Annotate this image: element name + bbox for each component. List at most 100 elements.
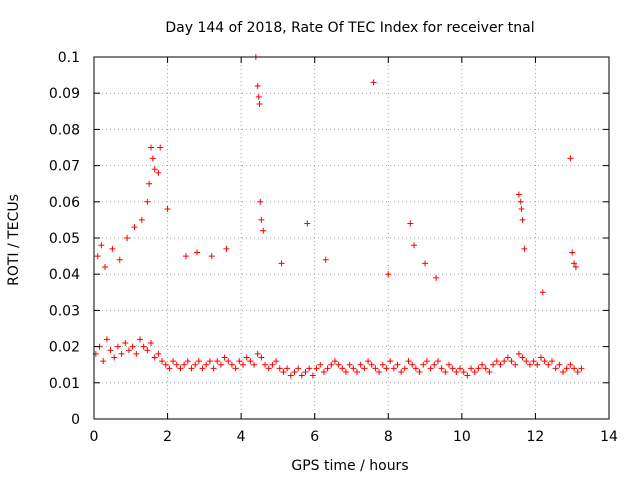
data-point (493, 358, 500, 365)
data-point (256, 101, 263, 108)
data-point (302, 368, 309, 375)
data-point (411, 242, 418, 249)
data-point (468, 365, 475, 372)
y-tick-label: 0.02 (49, 340, 80, 356)
data-point (471, 368, 478, 375)
data-point (177, 365, 184, 372)
x-tick-label: 12 (527, 429, 545, 445)
data-point (239, 361, 246, 368)
data-point (405, 358, 412, 365)
data-point (98, 242, 105, 249)
data-point (131, 224, 138, 231)
data-point (368, 361, 375, 368)
data-point (107, 347, 114, 354)
x-tick-label: 8 (384, 429, 393, 445)
y-tick-label: 0.03 (49, 303, 80, 319)
data-point (291, 368, 298, 375)
data-point (124, 235, 131, 241)
data-point (390, 365, 397, 372)
data-point (372, 365, 379, 372)
data-point (206, 358, 213, 365)
data-point (518, 206, 525, 213)
data-point (109, 245, 116, 252)
x-tick-label: 0 (90, 429, 99, 445)
data-point (548, 358, 555, 365)
x-tick-label: 4 (237, 429, 246, 445)
data-point (159, 358, 166, 365)
data-point (149, 155, 156, 162)
data-point (155, 350, 162, 357)
data-point (574, 368, 581, 375)
data-point (257, 198, 264, 205)
data-point (416, 368, 423, 375)
data-point (306, 365, 313, 372)
data-point (280, 368, 287, 375)
data-point (322, 256, 329, 263)
data-point (504, 354, 511, 361)
data-point (379, 361, 386, 368)
data-point (567, 155, 574, 162)
data-point (236, 358, 243, 365)
data-point (133, 350, 140, 357)
data-point (539, 289, 546, 296)
data-point (578, 365, 585, 372)
data-point (102, 263, 109, 270)
data-point (146, 180, 153, 187)
data-point (442, 368, 449, 375)
data-point (519, 216, 526, 223)
data-point (328, 361, 335, 368)
data-point (571, 365, 578, 372)
y-tick-label: 0.06 (49, 195, 80, 211)
x-axis-label: GPS time / hours (291, 458, 408, 474)
data-point (199, 365, 206, 372)
data-point (490, 361, 497, 368)
data-point (394, 361, 401, 368)
data-point (497, 361, 504, 368)
data-point (423, 358, 430, 365)
data-point (407, 220, 414, 227)
x-tick-label: 14 (600, 429, 618, 445)
data-point (243, 354, 250, 361)
data-point (203, 361, 210, 368)
y-axis-label: ROTI / TECUs (6, 194, 22, 286)
data-point (313, 365, 320, 372)
data-point (111, 354, 118, 361)
data-point (427, 365, 434, 372)
data-point (324, 365, 331, 372)
data-point (422, 260, 429, 267)
data-points (92, 54, 585, 379)
data-point (254, 82, 261, 89)
data-point (122, 339, 129, 346)
data-point (210, 365, 217, 372)
data-point (512, 361, 519, 368)
data-point (475, 365, 482, 372)
x-tick-label: 6 (310, 429, 319, 445)
data-point (342, 368, 349, 375)
data-point (537, 354, 544, 361)
data-point (192, 361, 199, 368)
grid-lines (94, 57, 609, 419)
data-point (523, 358, 530, 365)
data-point (269, 361, 276, 368)
data-point (125, 347, 132, 354)
data-point (223, 245, 230, 252)
data-point (357, 361, 364, 368)
data-point (431, 361, 438, 368)
data-point (103, 336, 110, 343)
data-point (194, 249, 200, 256)
data-point (460, 368, 467, 375)
data-point (262, 361, 269, 368)
data-point (155, 169, 162, 176)
data-point (409, 361, 416, 368)
data-point (545, 361, 552, 368)
x-tick-label: 10 (453, 429, 471, 445)
data-point (265, 365, 272, 372)
data-point (571, 260, 578, 267)
data-point (278, 260, 285, 267)
data-point (482, 365, 489, 372)
data-point (116, 256, 123, 263)
data-point (276, 365, 283, 372)
data-point (157, 144, 164, 151)
data-point (255, 93, 262, 100)
